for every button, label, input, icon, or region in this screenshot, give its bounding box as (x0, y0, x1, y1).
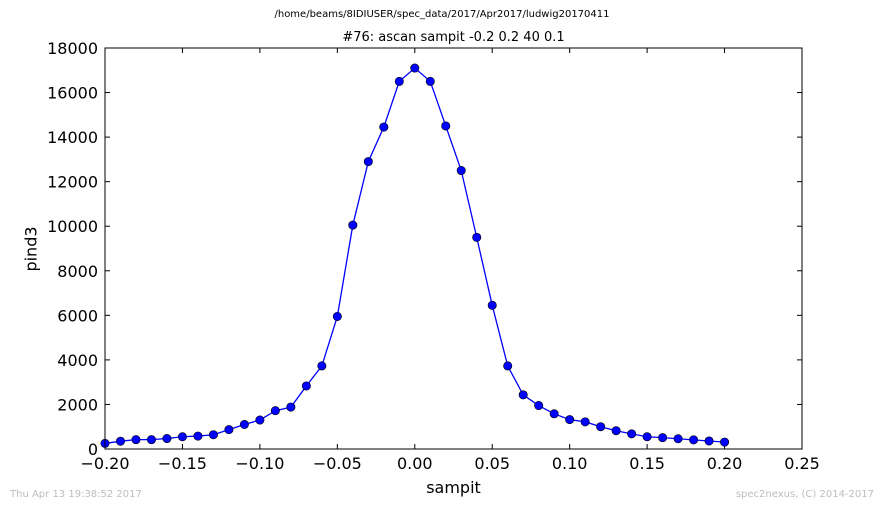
data-point (394, 76, 404, 86)
data-point (549, 409, 559, 419)
data-point (704, 436, 714, 446)
data-point (255, 415, 265, 425)
x-tick-label: 0.20 (707, 454, 743, 473)
data-point (673, 434, 683, 444)
y-tick-label: 6000 (57, 306, 98, 325)
data-point (379, 122, 389, 132)
data-point (410, 63, 420, 73)
data-point (503, 361, 513, 371)
y-tick-label: 4000 (57, 351, 98, 370)
data-point (131, 435, 141, 445)
x-tick-label: 0.25 (784, 454, 820, 473)
x-axis-label: sampit (426, 478, 481, 497)
data-point (363, 157, 373, 167)
y-tick-label: 16000 (47, 84, 98, 103)
x-tick-label: 0.15 (629, 454, 665, 473)
x-tick-label: −0.10 (235, 454, 284, 473)
data-point (456, 166, 466, 176)
x-tick-label: −0.15 (158, 454, 207, 473)
data-point (487, 300, 497, 310)
data-point (472, 232, 482, 242)
data-point (177, 432, 187, 442)
data-point (270, 406, 280, 416)
y-tick-label: 2000 (57, 395, 98, 414)
data-point (580, 417, 590, 427)
data-series (100, 63, 730, 448)
series-line (104, 67, 725, 445)
data-point (193, 431, 203, 441)
x-tick-label: 0.00 (397, 454, 433, 473)
data-point (596, 422, 606, 432)
data-point (286, 402, 296, 412)
y-tick-label: 14000 (47, 128, 98, 147)
data-point (565, 415, 575, 425)
footer-timestamp: Thu Apr 13 19:38:52 2017 (10, 489, 142, 500)
data-point (208, 430, 218, 440)
data-point (689, 435, 699, 445)
axis-ticks: −0.20 −0.15 −0.10 −0.05 0.00 0.05 0.10 0.15 0.20… (47, 39, 820, 473)
x-tick-label: 0.05 (474, 454, 510, 473)
y-tick-label: 12000 (47, 173, 98, 192)
data-point (115, 436, 125, 446)
data-point (224, 425, 234, 435)
footer-credit: spec2nexus, (C) 2014-2017 (735, 489, 874, 500)
y-tick-label: 18000 (47, 39, 98, 58)
figure-suptitle: /home/beams/8IDIUSER/spec_data/2017/Apr2… (274, 9, 610, 20)
data-point (720, 437, 730, 447)
plot-frame (104, 47, 803, 450)
data-point (642, 432, 652, 442)
data-point (348, 220, 358, 230)
data-point (239, 419, 249, 429)
data-point (627, 429, 637, 439)
data-point (332, 311, 342, 321)
data-point (534, 401, 544, 411)
y-tick-label: 10000 (47, 217, 98, 236)
data-point (317, 361, 327, 371)
chart-title: #76: ascan sampit -0.2 0.2 40 0.1 (342, 30, 565, 45)
x-tick-label: 0.10 (552, 454, 588, 473)
data-point (611, 426, 621, 436)
data-point (301, 381, 311, 391)
y-tick-label: 0 (88, 440, 98, 459)
data-point (441, 121, 451, 131)
x-tick-label: −0.05 (313, 454, 362, 473)
x-tick-label: −0.20 (80, 454, 129, 473)
data-point (146, 435, 156, 445)
data-point (518, 390, 528, 400)
data-point (162, 434, 172, 444)
data-point (425, 76, 435, 86)
y-tick-label: 8000 (57, 262, 98, 281)
data-point (658, 433, 668, 443)
